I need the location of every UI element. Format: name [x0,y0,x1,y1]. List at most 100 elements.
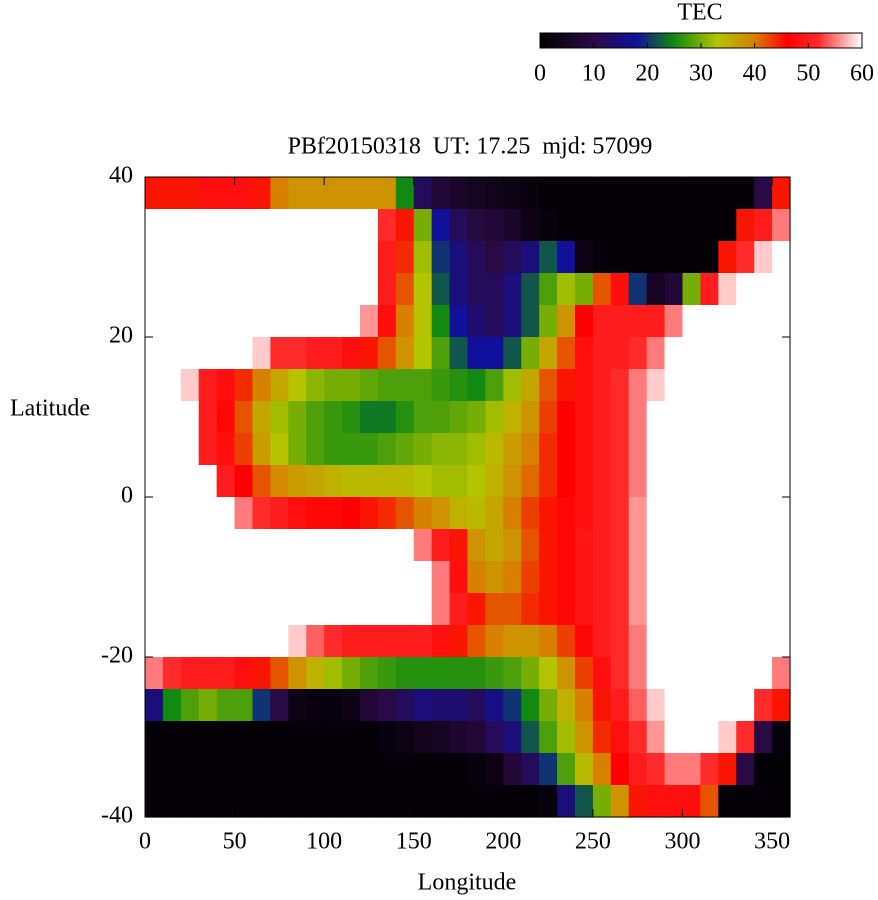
heat-cell [270,241,289,274]
heat-cell [754,433,773,466]
heat-cell [646,561,666,594]
heat-cell [413,657,433,690]
heat-cell [772,593,791,626]
heat-cell [718,561,737,594]
heat-cell [628,305,648,338]
heat-cell [485,561,504,594]
heat-cell [145,753,164,786]
heat-cell [413,785,433,818]
heat-cell [377,177,397,210]
heat-cell [628,497,648,530]
heat-cell [718,209,737,242]
heat-cell [736,785,755,818]
x-tick-label: 300 [665,829,701,855]
heat-cell [754,465,773,498]
heat-cell [467,433,487,466]
heat-cell [700,753,719,786]
heat-cell [557,497,576,530]
heat-cell [449,529,469,562]
heat-cell [234,433,254,466]
heat-cell [145,561,164,594]
heat-cell [288,561,307,594]
heat-cell [360,273,379,306]
heat-cell [772,209,791,242]
heat-cell [646,657,666,690]
heat-cell [772,689,791,722]
heat-cell [216,593,236,626]
heat-cell [198,689,218,722]
heat-cell [503,401,522,434]
heat-cell [610,497,630,530]
heat-cell [198,657,218,690]
heat-cell [198,785,218,818]
heat-cell [360,433,379,466]
heat-cell [145,369,164,402]
heat-cell [772,753,791,786]
heat-cell [539,561,558,594]
heat-cell [395,497,415,530]
heat-cell [413,177,433,210]
heat-cell [485,625,504,658]
heat-cell [216,529,236,562]
heat-cell [521,657,540,690]
heat-cell [360,561,379,594]
heat-cell [539,273,558,306]
heat-cell [772,561,791,594]
heat-cell [646,753,666,786]
heat-cell [628,337,648,370]
heat-cell [252,241,272,274]
heat-cell [646,625,666,658]
heat-cell [575,177,594,210]
heat-cell [252,529,272,562]
heat-cell [736,753,755,786]
heat-cell [700,785,719,818]
heat-cell [324,625,343,658]
heat-cell [718,305,737,338]
heat-cell [646,369,666,402]
heat-cell [431,241,451,274]
heat-cell [252,401,272,434]
heat-cell [557,721,576,754]
heat-cell [503,721,522,754]
heat-cell [216,497,236,530]
heat-cell [736,337,755,370]
heat-cell [646,465,666,498]
heat-cell [592,529,612,562]
heat-cell [664,401,684,434]
heat-cell [575,241,594,274]
heat-cell [306,753,325,786]
heat-cell [198,721,218,754]
heat-cell [592,721,612,754]
heat-cell [377,273,397,306]
heat-cell [216,753,236,786]
heat-cell [521,785,540,818]
heat-cell [610,785,630,818]
heat-cell [431,721,451,754]
heat-cell [557,465,576,498]
y-tick-label: 40 [109,163,133,189]
heat-cell [592,241,612,274]
heat-cell [682,401,702,434]
heat-cell [467,465,487,498]
heat-cell [216,689,236,722]
heat-cell [395,657,415,690]
heat-cell [306,337,325,370]
heat-cell [592,401,612,434]
heat-cell [162,593,182,626]
heat-cell [413,433,433,466]
heat-cell [234,753,254,786]
heat-cell [485,657,504,690]
heat-cell [700,497,719,530]
heat-cell [467,209,487,242]
heat-cell [503,785,522,818]
heat-cell [575,401,594,434]
heat-cell [449,305,469,338]
heat-cell [718,369,737,402]
heat-cell [700,433,719,466]
heat-cell [754,721,773,754]
heat-cell [198,305,218,338]
heat-cell [360,177,379,210]
heat-cell [324,241,343,274]
heat-cell [413,721,433,754]
x-axis-label: Longitude [418,870,517,896]
